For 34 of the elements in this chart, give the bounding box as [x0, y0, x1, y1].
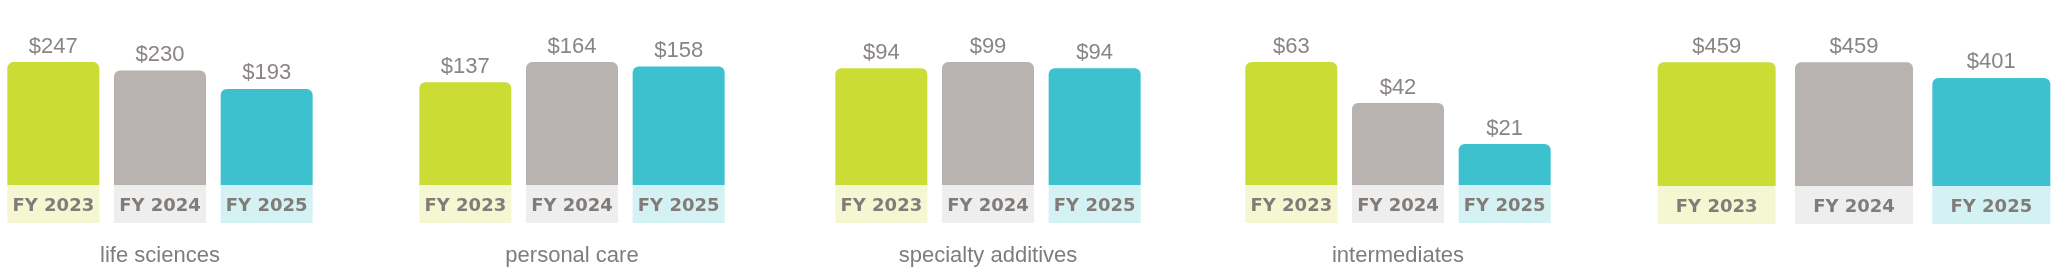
data-label: $137: [440, 52, 490, 78]
x-axis-title: intermediates: [1331, 241, 1465, 267]
data-label: $21: [1486, 114, 1524, 140]
x-tick-label: FY 2024: [947, 193, 1029, 215]
x-tick-label: FY 2024: [119, 193, 201, 215]
x-tick-label: FY 2023: [1250, 193, 1333, 215]
data-label: $401: [1966, 48, 2016, 74]
data-label: $459: [1692, 32, 1742, 58]
data-label: $63: [1272, 32, 1310, 58]
x-tick-label: FY 2023: [840, 193, 923, 215]
x-tick-label: FY 2025: [225, 193, 308, 215]
x-tick-label: FY 2025: [1463, 193, 1546, 215]
x-tick-label: FY 2023: [424, 193, 507, 215]
data-label: $193: [242, 59, 292, 85]
data-label: $99: [969, 32, 1007, 58]
data-label: $247: [28, 32, 78, 58]
x-axis-title: personal care: [505, 241, 639, 267]
data-label: $94: [862, 38, 900, 64]
x-tick-label: FY 2023: [12, 193, 95, 215]
x-axis-title: specialty additives: [898, 241, 1078, 267]
x-tick-label: FY 2024: [1357, 193, 1439, 215]
x-tick-label: FY 2024: [531, 193, 613, 215]
data-label: $94: [1076, 38, 1114, 64]
x-axis-title: life sciences: [100, 241, 220, 267]
x-tick-label: FY 2025: [637, 193, 720, 215]
x-tick-label: FY 2025: [1053, 193, 1136, 215]
data-label: $42: [1379, 73, 1417, 99]
x-tick-label: FY 2025: [1950, 194, 2033, 216]
x-tick-label: FY 2024: [1813, 194, 1895, 216]
data-label: $164: [547, 32, 597, 58]
data-label: $230: [135, 41, 185, 67]
x-tick-label: FY 2023: [1675, 194, 1758, 216]
data-label: $459: [1829, 32, 1879, 58]
data-label: $158: [654, 37, 704, 63]
